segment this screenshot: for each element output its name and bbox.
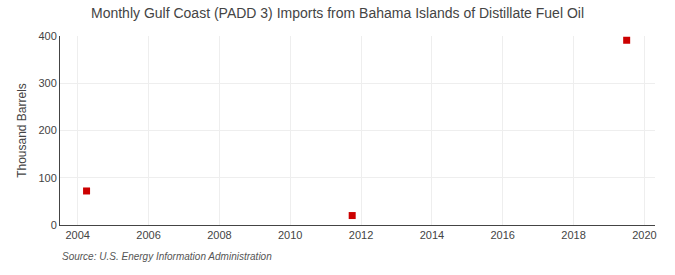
svg-text:2012: 2012 [349,229,373,241]
svg-text:300: 300 [38,77,56,89]
svg-text:2008: 2008 [207,229,231,241]
svg-text:2020: 2020 [632,229,656,241]
svg-text:2006: 2006 [136,229,160,241]
svg-text:2004: 2004 [65,229,89,241]
svg-text:2010: 2010 [278,229,302,241]
svg-text:2014: 2014 [420,229,444,241]
svg-text:0: 0 [51,219,57,231]
svg-text:200: 200 [38,124,56,136]
svg-text:2016: 2016 [490,229,514,241]
svg-text:2018: 2018 [561,229,585,241]
svg-text:400: 400 [38,30,56,42]
svg-text:Source: U.S. Energy Informatio: Source: U.S. Energy Information Administ… [62,251,272,262]
svg-text:Monthly Gulf Coast (PADD 3) Im: Monthly Gulf Coast (PADD 3) Imports from… [91,5,584,21]
svg-text:100: 100 [38,172,56,184]
svg-text:Thousand Barrels: Thousand Barrels [15,83,29,178]
